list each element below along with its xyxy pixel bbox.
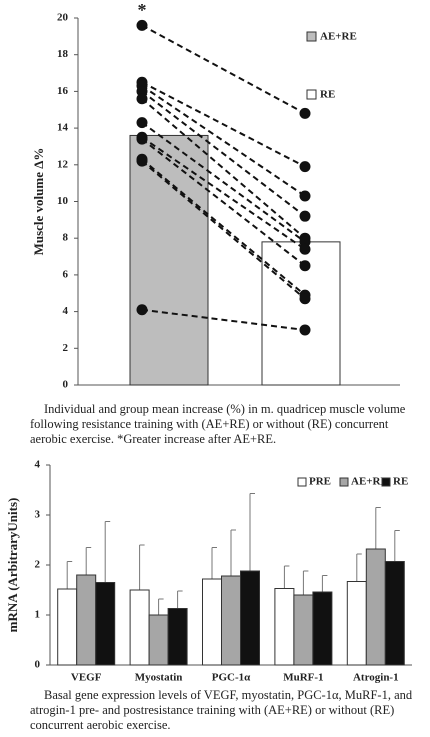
point [136, 155, 148, 167]
point [299, 243, 311, 255]
point [299, 293, 311, 305]
legend-label: RE [320, 89, 335, 101]
bar [312, 591, 333, 666]
bar [274, 588, 295, 666]
point [299, 161, 311, 173]
bar [129, 134, 209, 386]
legend-swatch [381, 477, 391, 487]
y-axis-label: mRNA (ArbitraryUnits) [5, 498, 20, 633]
pair-line [141, 136, 306, 251]
bar [346, 581, 367, 666]
x-tick-label: VEGF [71, 672, 102, 684]
point [299, 190, 311, 202]
y-axis-label: Muscle volume Δ% [31, 148, 46, 256]
y-tick-label: 8 [63, 232, 69, 244]
pair-line [141, 97, 306, 239]
x-tick-label: PGC-1α [212, 672, 251, 684]
y-tick-label: 2 [63, 342, 69, 354]
y-tick-label: 18 [57, 48, 69, 60]
bar [129, 589, 150, 666]
bar [221, 575, 241, 666]
point [136, 117, 148, 129]
y-tick-label: 3 [35, 509, 41, 521]
bar [293, 594, 314, 666]
caption: Basal gene expression levels of VEGF, my… [30, 688, 413, 732]
point [299, 107, 311, 119]
point [299, 210, 311, 222]
y-tick-label: 10 [57, 195, 69, 207]
point [299, 260, 311, 272]
legend-label: AE+RE [351, 476, 388, 488]
annotation: * [138, 0, 147, 20]
y-tick-label: 1 [35, 609, 41, 621]
y-tick-label: 20 [57, 12, 69, 24]
point [136, 304, 148, 316]
bar [384, 561, 405, 666]
bar [167, 608, 188, 666]
bar [95, 582, 116, 666]
bar [202, 578, 222, 666]
y-tick-label: 14 [57, 122, 69, 134]
x-tick-label: Myostatin [135, 672, 183, 684]
pair-line [141, 138, 306, 267]
legend-swatch [306, 31, 317, 42]
y-tick-label: 6 [63, 268, 69, 280]
y-tick-label: 4 [35, 459, 41, 471]
bar [240, 570, 260, 666]
pair-line [141, 90, 306, 217]
legend-swatch [306, 89, 317, 100]
point [136, 93, 148, 105]
pair-line [141, 158, 306, 296]
x-tick-label: MuRF-1 [283, 672, 323, 684]
legend-swatch [339, 477, 349, 487]
point [136, 133, 148, 145]
pair-line [141, 85, 306, 197]
bar [365, 548, 386, 666]
bar [148, 614, 169, 666]
y-tick-label: 2 [35, 559, 41, 571]
caption: Individual and group mean increase (%) i… [30, 402, 406, 446]
pair-line [141, 121, 306, 243]
x-tick-label: Atrogin-1 [353, 672, 399, 684]
legend-label: RE [393, 476, 408, 488]
pair-line [141, 308, 306, 331]
point [299, 324, 311, 336]
bar [57, 588, 78, 666]
point [136, 19, 148, 31]
y-tick-label: 0 [35, 659, 41, 671]
bar [76, 574, 97, 666]
y-tick-label: 0 [63, 379, 69, 391]
y-tick-label: 4 [63, 305, 69, 317]
pair-line [141, 24, 306, 115]
legend-label: AE+RE [320, 31, 357, 43]
pair-line [141, 160, 306, 300]
legend-label: PRE [309, 476, 331, 488]
legend-swatch [297, 477, 307, 487]
pair-line [141, 81, 306, 168]
y-tick-label: 16 [57, 85, 69, 97]
y-tick-label: 12 [57, 158, 69, 170]
